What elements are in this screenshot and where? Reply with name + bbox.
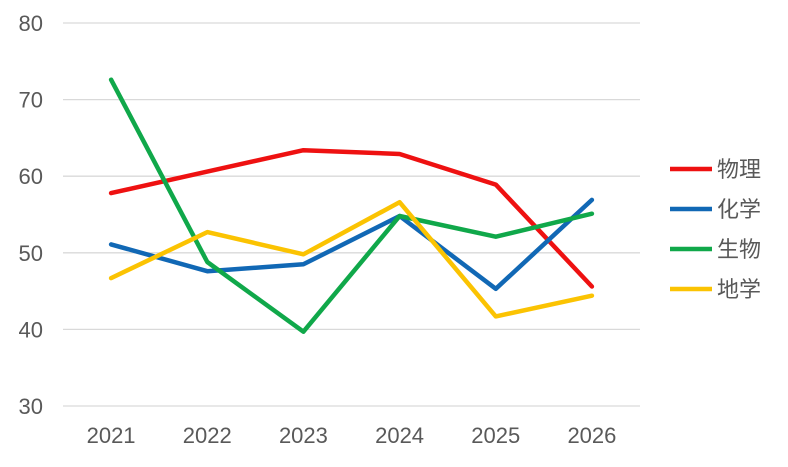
legend-label-3: 地学 bbox=[717, 277, 761, 302]
y-tick-label: 50 bbox=[19, 241, 43, 266]
y-tick-label: 70 bbox=[19, 88, 43, 113]
legend-label-1: 化学 bbox=[717, 197, 761, 222]
x-tick-label: 2023 bbox=[279, 423, 328, 448]
x-tick-label: 2021 bbox=[87, 423, 136, 448]
x-axis-ticks: 2021 2022 2023 2024 2025 2026 bbox=[87, 423, 617, 448]
series-line-2 bbox=[108, 77, 595, 334]
x-tick-label: 2024 bbox=[375, 423, 424, 448]
y-tick-label: 30 bbox=[19, 394, 43, 419]
series-lines bbox=[108, 77, 595, 334]
x-tick-label: 2022 bbox=[183, 423, 232, 448]
x-tick-label: 2025 bbox=[471, 423, 520, 448]
y-tick-label: 60 bbox=[19, 164, 43, 189]
y-axis-ticks: 30 40 50 60 70 80 bbox=[19, 11, 43, 419]
legend-label-2: 生物 bbox=[717, 237, 761, 262]
x-tick-label: 2026 bbox=[567, 423, 616, 448]
legend-label-0: 物理 bbox=[717, 157, 761, 182]
series-line-1 bbox=[108, 197, 595, 292]
gridlines bbox=[63, 22, 640, 407]
y-tick-label: 40 bbox=[19, 317, 43, 342]
series-line-0 bbox=[108, 147, 595, 289]
series-line-3 bbox=[108, 199, 595, 319]
y-tick-label: 80 bbox=[19, 11, 43, 36]
